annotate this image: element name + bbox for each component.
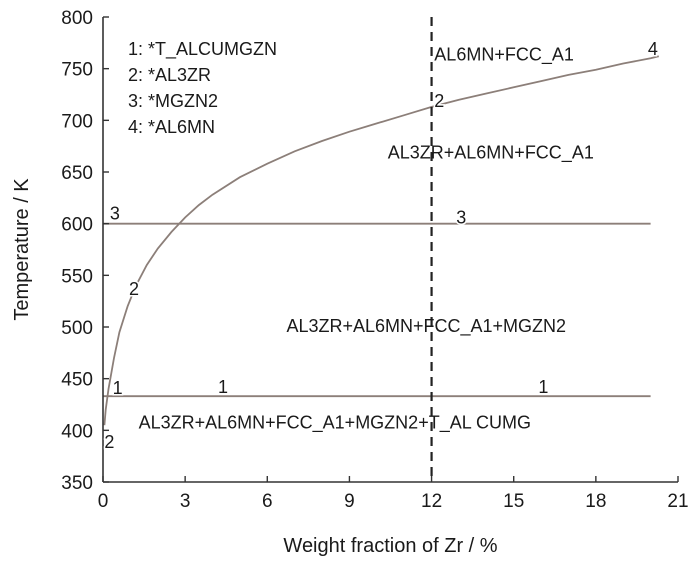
x-tick-label: 21	[667, 491, 688, 512]
curve-number-label: 1	[218, 377, 228, 397]
y-tick-label: 600	[61, 215, 93, 236]
curve-number-label: 2	[129, 279, 139, 299]
x-tick-label: 9	[344, 491, 355, 512]
curve-number-label: 1	[113, 378, 123, 398]
x-tick-label: 15	[503, 491, 524, 512]
axes	[102, 16, 679, 483]
x-axis-title: Weight fraction of Zr / %	[283, 535, 497, 557]
region-label: AL3ZR+AL6MN+FCC_A1	[388, 143, 594, 164]
y-tick-label: 650	[61, 163, 93, 184]
legend-entry: 3: *MGZN2	[128, 91, 218, 111]
y-tick-label: 800	[61, 8, 93, 29]
legend-entry: 4: *AL6MN	[128, 117, 215, 137]
y-tick-label: 500	[61, 318, 93, 339]
curve-number-label: 1	[538, 377, 548, 397]
plot-lines	[103, 17, 660, 482]
x-tick-label: 3	[180, 491, 191, 512]
y-tick-label: 700	[61, 111, 93, 132]
curve-number-label: 2	[104, 432, 114, 452]
y-tick-label: 350	[61, 473, 93, 494]
x-tick-label: 0	[98, 491, 109, 512]
curve-number-label: 3	[110, 204, 120, 224]
series-line-1	[103, 55, 660, 426]
curve-number-label: 3	[456, 208, 466, 228]
x-tick-label: 12	[421, 491, 442, 512]
x-tick-label: 6	[262, 491, 273, 512]
legend-entry: 2: *AL3ZR	[128, 65, 211, 85]
curve-number-label: 4	[648, 39, 658, 59]
legend-entry: 1: *T_ALCUMGZN	[128, 39, 277, 60]
y-tick-label: 400	[61, 421, 93, 442]
y-tick-label: 750	[61, 60, 93, 81]
y-tick-label: 550	[61, 266, 93, 287]
y-axis-title: Temperature / K	[11, 178, 33, 321]
region-label: AL3ZR+AL6MN+FCC_A1+MGZN2	[286, 316, 566, 337]
x-tick-label: 18	[585, 491, 606, 512]
y-tick-label: 450	[61, 370, 93, 391]
plot-text: 0 3 6 9 12 15 18 213504004505005506006507007508…	[61, 8, 688, 512]
region-label: AL6MN+FCC_A1	[434, 44, 574, 65]
curve-number-label: 2	[434, 91, 444, 111]
region-label: AL3ZR+AL6MN+FCC_A1+MGZN2+T_AL CUMG	[139, 412, 531, 433]
